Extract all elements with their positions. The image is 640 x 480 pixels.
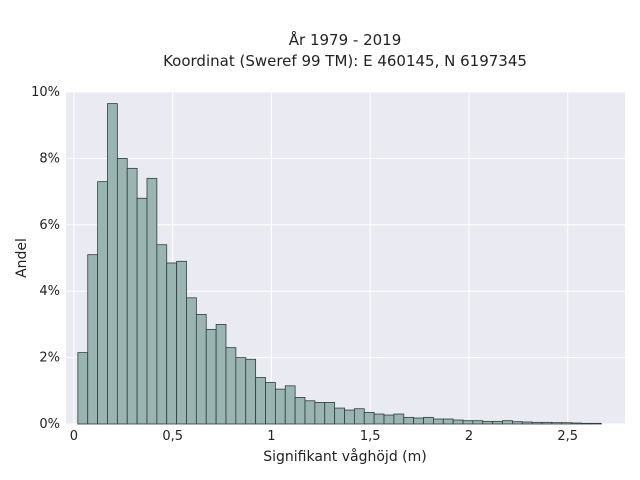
histogram-bar: [265, 382, 276, 425]
histogram-bar: [245, 358, 257, 425]
x-axis-ticks: 0 0,5 1 1,5 2 2,5: [70, 429, 578, 444]
histogram-bar: [423, 416, 434, 425]
histogram-bar: [166, 262, 178, 425]
histogram-bar: [225, 347, 237, 425]
histogram-bar: [363, 411, 375, 425]
histogram-bar: [551, 422, 563, 425]
histogram-bar: [294, 397, 306, 425]
x-tick-label: 2: [465, 429, 473, 444]
y-tick-label: 8%: [39, 151, 60, 166]
histogram-bar: [324, 402, 336, 425]
x-tick-label: 2,5: [557, 429, 578, 444]
y-tick-label: 2%: [39, 351, 60, 366]
y-axis-label: Andel: [14, 238, 30, 278]
histogram-bar: [353, 408, 365, 425]
histogram-bar: [383, 414, 395, 425]
histogram-bar: [531, 421, 543, 425]
histogram-bar: [314, 402, 326, 425]
y-axis-ticks: 0% 2% 4% 6% 8% 10%: [31, 85, 60, 432]
chart-title-line1: År 1979 - 2019: [289, 30, 402, 49]
histogram-bar: [432, 418, 444, 425]
histogram-bar: [156, 244, 168, 425]
histogram-bar: [521, 421, 533, 425]
histogram-bar: [136, 197, 148, 425]
histogram-bar: [126, 167, 138, 425]
histogram-bar: [235, 357, 247, 425]
histogram-bar: [502, 420, 513, 425]
histogram-bar: [581, 422, 592, 425]
histogram-bar: [274, 388, 286, 425]
histogram-bar: [146, 177, 158, 425]
x-tick-label: 0: [70, 429, 78, 444]
histogram-bar: [512, 421, 523, 425]
histogram-bar: [97, 181, 108, 425]
x-tick-label: 1,5: [360, 429, 381, 444]
histogram-bar: [472, 420, 484, 425]
x-axis-label: Signifikant våghöjd (m): [263, 448, 426, 465]
histogram-bar: [284, 385, 296, 425]
histogram-bar: [452, 419, 464, 425]
x-tick-label: 1: [267, 429, 275, 444]
histogram-bar: [186, 297, 197, 425]
y-tick-label: 6%: [39, 218, 60, 233]
histogram-bar: [591, 422, 602, 425]
y-tick-label: 0%: [39, 417, 60, 432]
histogram-bar: [344, 409, 355, 425]
x-tick-label: 0,5: [162, 429, 183, 444]
histogram-bar: [116, 157, 128, 425]
histogram-bar: [255, 377, 266, 425]
histogram-bar: [334, 407, 345, 425]
histogram-bar: [195, 314, 207, 425]
histogram-bar: [492, 420, 503, 425]
histogram-bar: [442, 418, 454, 425]
histogram-bar: [571, 422, 582, 425]
histogram-bar: [541, 421, 553, 425]
histogram-bar: [561, 422, 573, 425]
histogram-bar: [413, 417, 424, 425]
histogram-bar: [107, 103, 118, 425]
histogram-bar: [205, 328, 217, 425]
histogram-bar: [215, 323, 227, 425]
bars: [77, 103, 602, 425]
histogram-bar: [304, 400, 316, 425]
histogram-bar: [393, 413, 405, 425]
histogram-bar: [482, 420, 494, 425]
histogram-bar: [87, 254, 99, 425]
histogram-bar: [462, 420, 474, 425]
y-tick-label: 10%: [31, 85, 60, 100]
histogram-bar: [176, 260, 187, 425]
chart-title-line2: Koordinat (Sweref 99 TM): E 460145, N 61…: [163, 52, 527, 70]
histogram-bar: [373, 413, 385, 425]
histogram-bar: [77, 352, 89, 425]
histogram-bar: [403, 416, 415, 425]
y-tick-label: 4%: [39, 284, 60, 299]
